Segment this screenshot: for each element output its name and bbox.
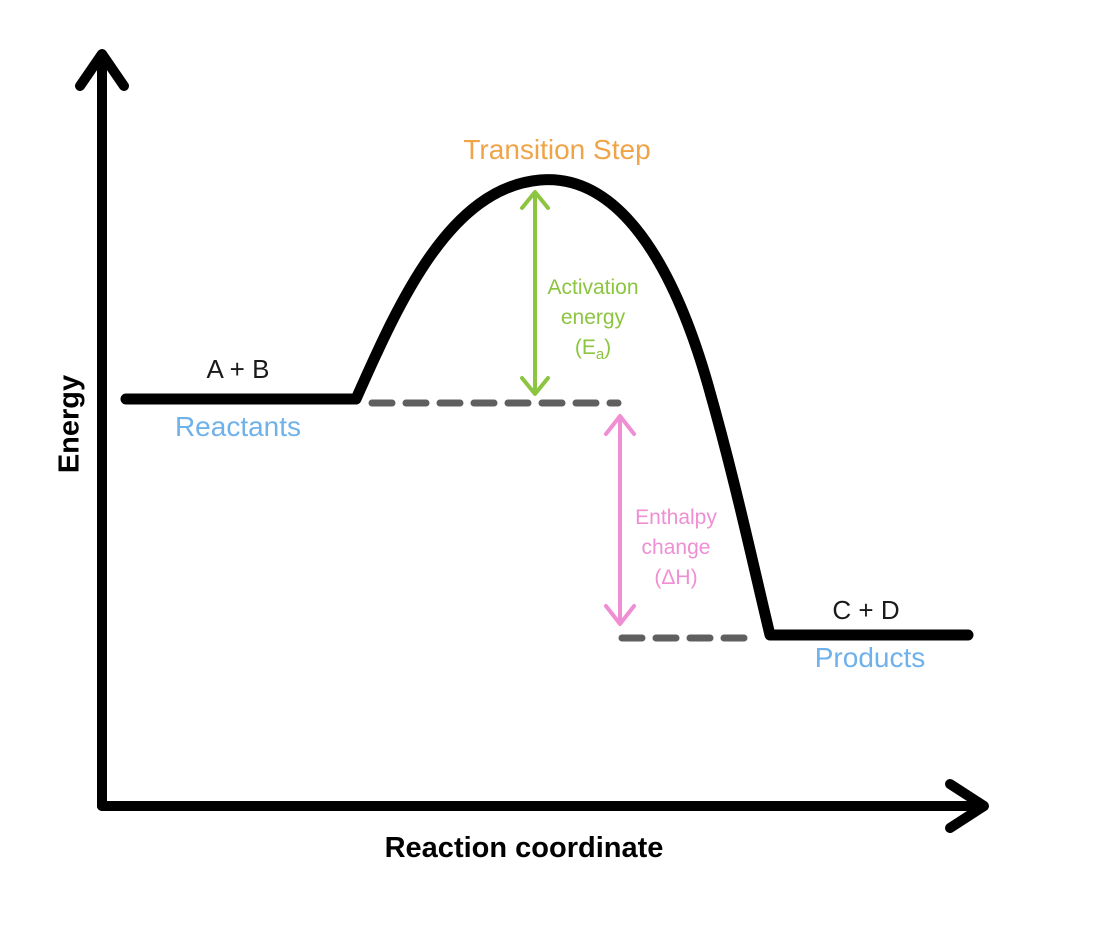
activation-energy-label: Activation energy (Ea) xyxy=(547,273,638,365)
y-axis-title: Energy xyxy=(53,374,86,474)
activation-energy-symbol: (E xyxy=(574,335,596,359)
double-arrow-vertical-icon xyxy=(604,414,636,626)
enthalpy-change-label: Enthalpy change (ΔH) xyxy=(635,503,717,592)
products-species-label: C + D xyxy=(832,595,900,625)
enthalpy-change-line1: Enthalpy xyxy=(635,506,717,529)
activation-energy-line2: energy xyxy=(560,305,626,329)
enthalpy-change-line2: change xyxy=(641,535,711,559)
arrowhead-right-icon xyxy=(945,779,989,833)
enthalpy-change-line3: (ΔH) xyxy=(654,565,698,589)
energy-curve xyxy=(120,174,974,641)
arrowhead-up-icon xyxy=(75,49,129,91)
transition-step-label: Transition Step xyxy=(463,134,651,165)
activation-energy-close: ) xyxy=(604,335,612,359)
reactants-label: Reactants xyxy=(174,411,302,442)
enthalpy-change-arrowhead-bottom xyxy=(604,604,636,626)
activation-energy-subscript: a xyxy=(595,345,605,363)
activation-energy-arrowhead-top xyxy=(520,190,550,210)
activation-energy-line1: Activation xyxy=(547,276,639,299)
reactants-species-label: A + B xyxy=(206,354,270,384)
activation-energy-line3: (Ea) xyxy=(547,333,638,365)
activation-energy-arrowhead-bottom xyxy=(520,376,550,396)
x-axis-title: Reaction coordinate xyxy=(384,832,664,864)
enthalpy-change-arrowhead-top xyxy=(604,414,636,436)
products-label: Products xyxy=(814,642,926,673)
double-arrow-vertical-icon xyxy=(520,190,550,396)
